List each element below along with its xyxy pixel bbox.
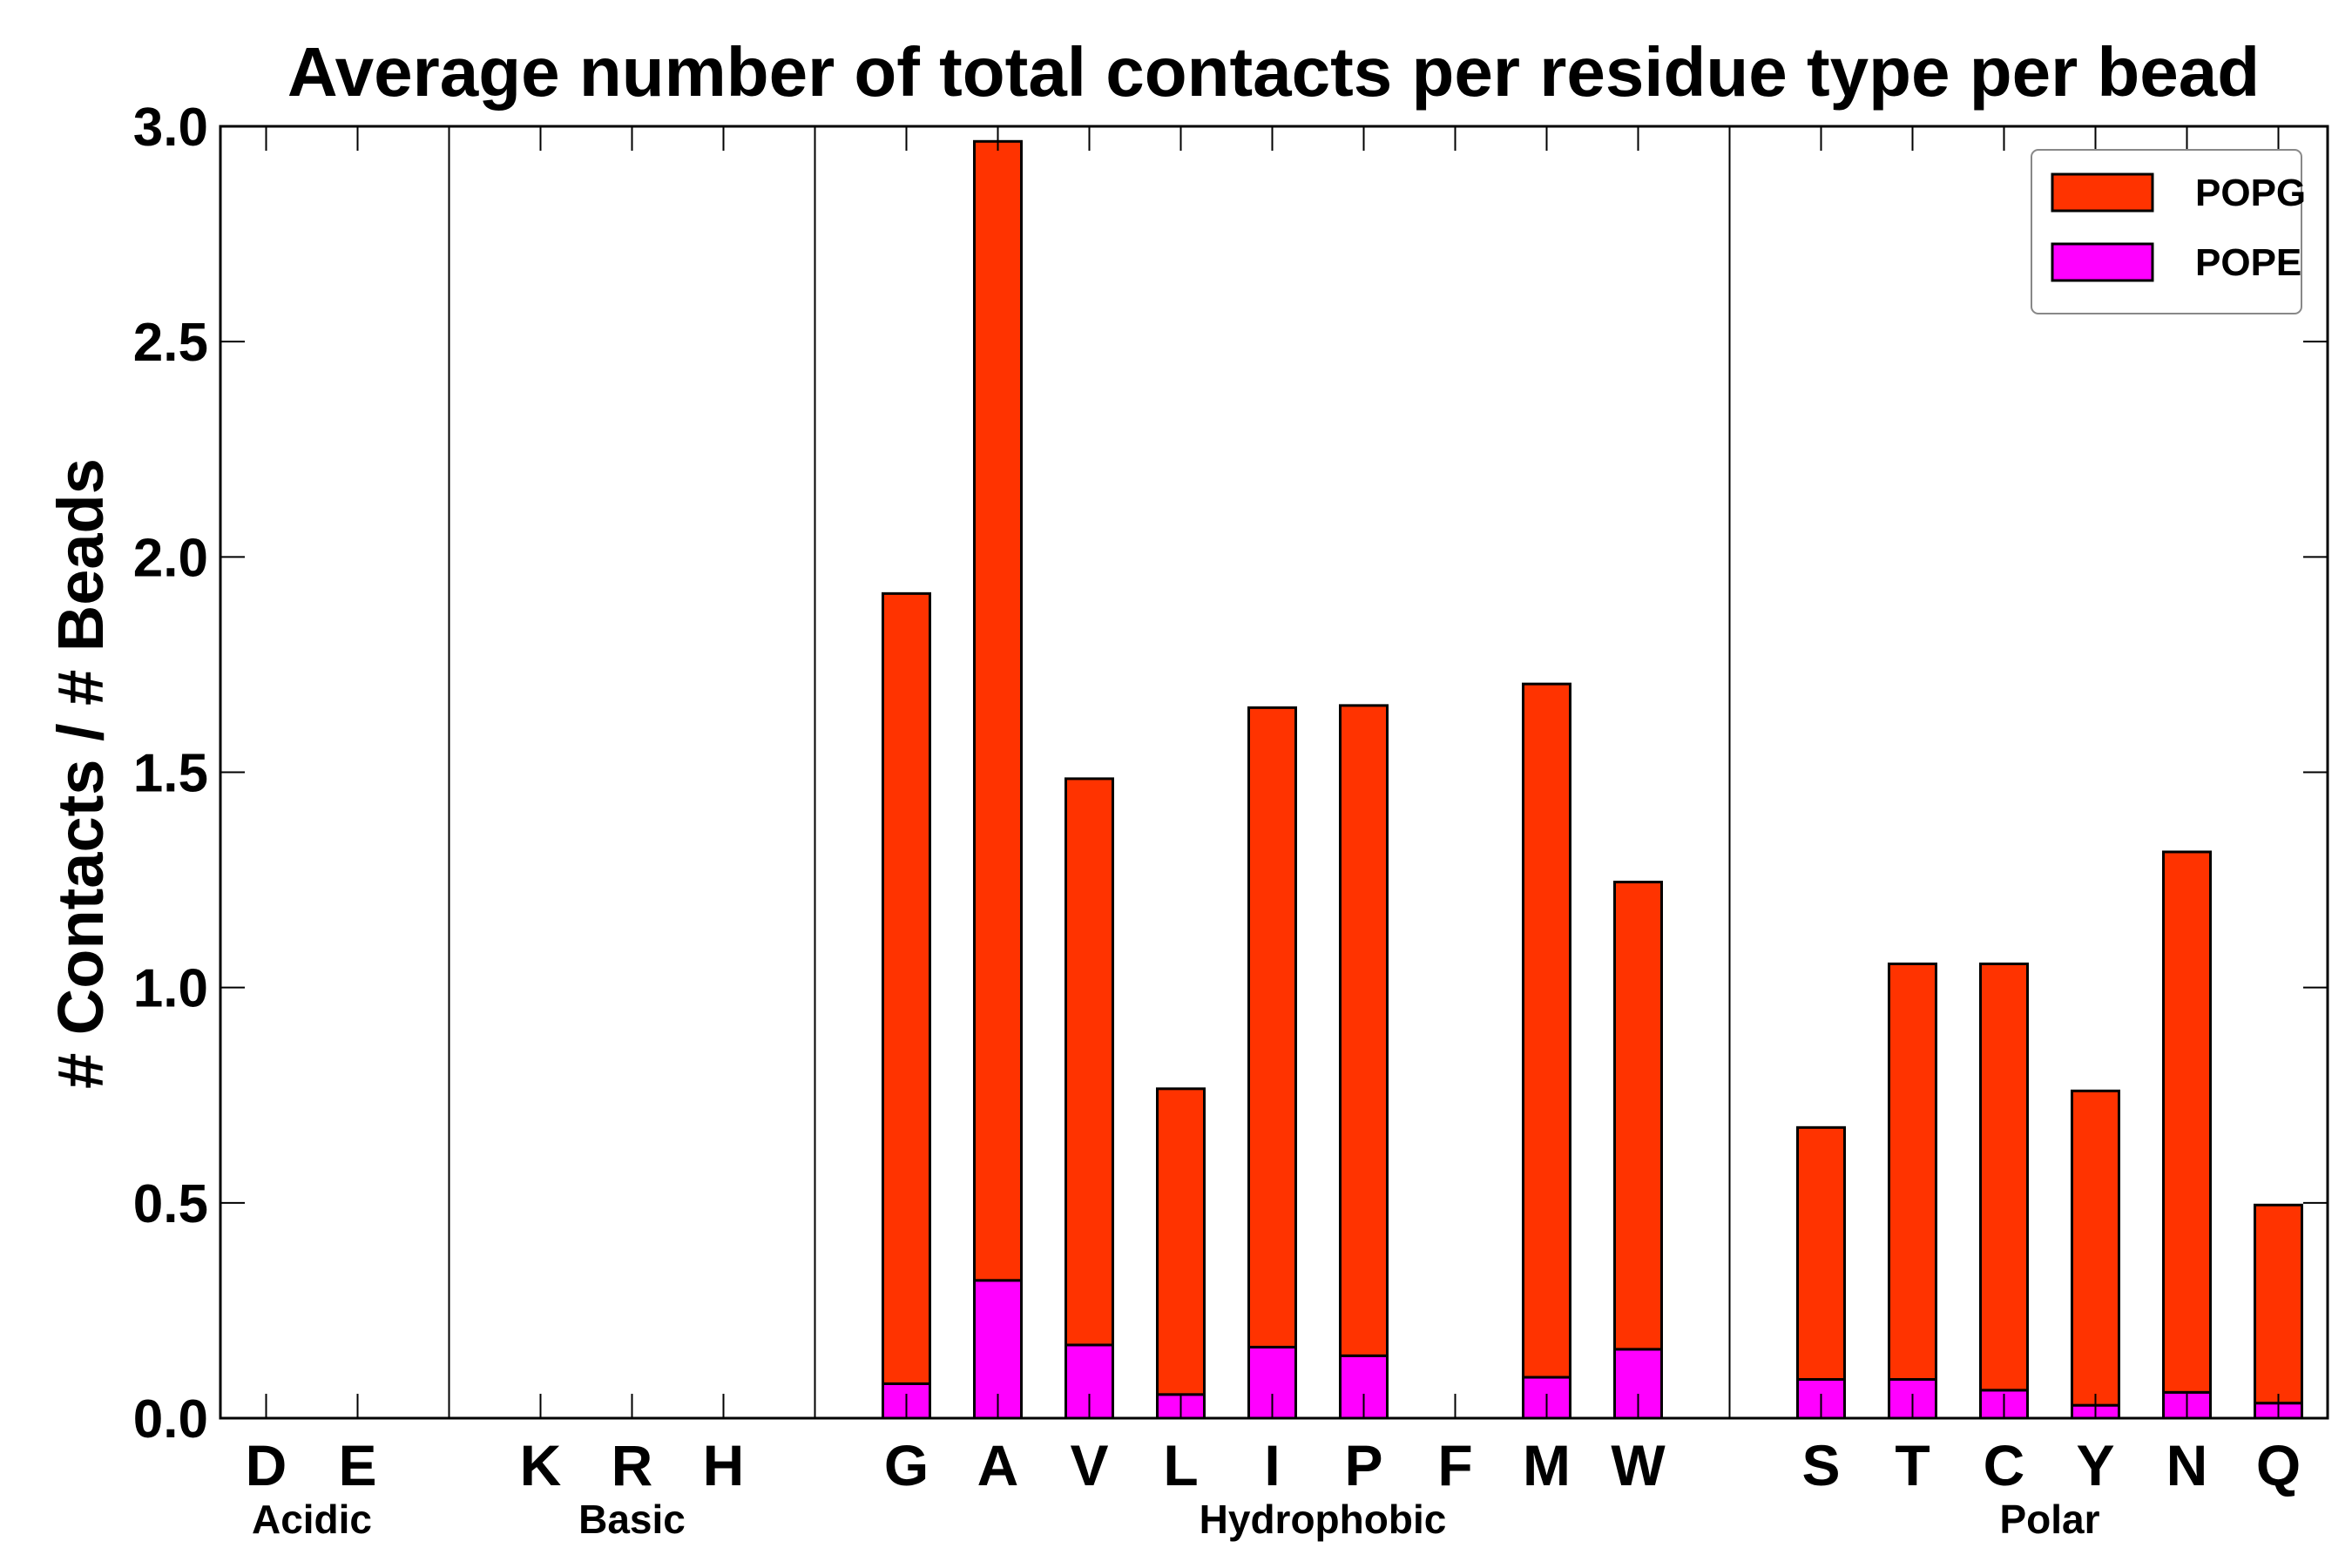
x-category-label-P: P [1344, 1433, 1382, 1497]
bar-popg-I [1247, 706, 1297, 1348]
x-category-label-K: K [520, 1433, 562, 1497]
group-label-polar: Polar [1999, 1497, 2099, 1542]
y-tick-label: 2.5 [133, 313, 208, 373]
x-category-label-I: I [1264, 1433, 1280, 1497]
group-label-basic: Basic [578, 1497, 686, 1542]
bar-popg-V [1064, 777, 1114, 1347]
legend: POPG POPE [2031, 149, 2306, 314]
x-category-label-W: W [1611, 1433, 1666, 1497]
x-category-label-Q: Q [2256, 1433, 2301, 1497]
chart-title: Average number of total contacts per res… [287, 33, 2260, 111]
y-tick-label: 1.5 [133, 744, 208, 804]
group-label-acidic: Acidic [252, 1497, 372, 1542]
x-category-label-T: T [1895, 1433, 1930, 1497]
x-category-label-R: R [612, 1433, 653, 1497]
x-category-label-D: D [246, 1433, 287, 1497]
bar-popg-W [1613, 881, 1663, 1351]
x-category-label-Y: Y [2076, 1433, 2114, 1497]
y-tick-label: 0.0 [133, 1389, 208, 1450]
x-category-label-M: M [1523, 1433, 1571, 1497]
bar-popg-P [1339, 704, 1389, 1357]
y-tick-label: 2.0 [133, 528, 208, 588]
y-tick-label: 0.5 [133, 1174, 208, 1234]
legend-label-pope: POPE [2195, 241, 2301, 284]
x-category-label-E: E [338, 1433, 376, 1497]
bar-popg-G [882, 591, 931, 1385]
x-category-label-F: F [1437, 1433, 1472, 1497]
group-label-hydrophobic: Hydrophobic [1200, 1497, 1447, 1542]
y-tick-label: 3.0 [133, 98, 208, 158]
bar-popg-T [1888, 962, 1937, 1382]
bar-popg-Y [2071, 1089, 2120, 1407]
bar-popg-M [1522, 682, 1571, 1379]
x-category-label-H: H [703, 1433, 745, 1497]
bar-popg-L [1156, 1087, 1206, 1396]
x-category-label-G: G [884, 1433, 929, 1497]
bar-popg-N [2162, 850, 2212, 1394]
x-category-label-S: S [1801, 1433, 1840, 1497]
x-category-label-A: A [977, 1433, 1019, 1497]
legend-label-popg: POPG [2195, 172, 2306, 214]
y-axis-label: # Contacts / # Beads [44, 458, 117, 1089]
bar-popg-Q [2254, 1203, 2303, 1405]
legend-swatch-popg [2051, 172, 2154, 213]
x-category-label-C: C [1984, 1433, 2025, 1497]
y-tick-label: 1.0 [133, 959, 208, 1019]
bar-popg-S [1796, 1125, 1846, 1382]
bar-popg-C [1979, 962, 2029, 1392]
x-category-label-N: N [2166, 1433, 2208, 1497]
plot-area: 0.0 0.5 1.0 1.5 2.0 2.5 3.0 D E K R H G A V L I P F M W S T C Y N… [133, 98, 2329, 1542]
x-category-label-L: L [1163, 1433, 1198, 1497]
legend-swatch-pope [2051, 242, 2154, 282]
bar-popg-A [973, 139, 1023, 1282]
x-category-label-V: V [1070, 1433, 1108, 1497]
